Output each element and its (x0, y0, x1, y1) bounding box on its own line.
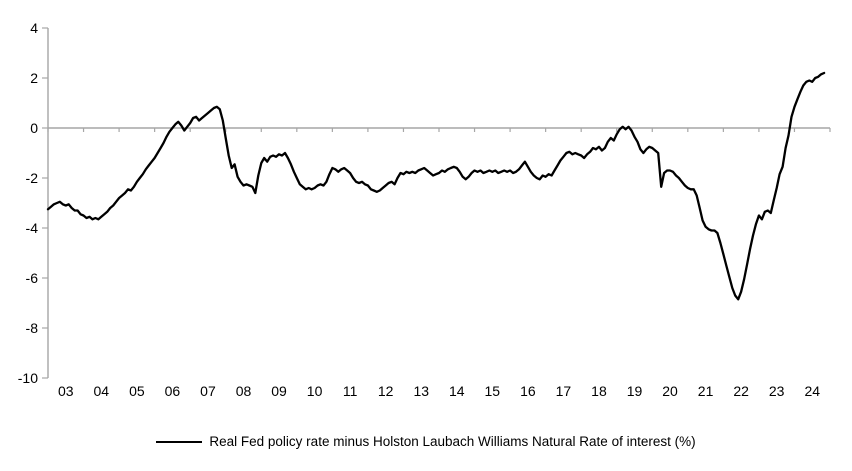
x-tick-label: 06 (165, 383, 181, 399)
y-tick-label: -8 (26, 320, 39, 336)
x-tick-label: 09 (271, 383, 287, 399)
x-tick-label: 20 (662, 383, 678, 399)
x-tick-label: 08 (236, 383, 252, 399)
x-tick-label: 03 (58, 383, 74, 399)
y-tick-label: 2 (30, 70, 38, 86)
x-tick-label: 16 (520, 383, 536, 399)
x-tick-label: 23 (769, 383, 785, 399)
x-tick-label: 14 (449, 383, 465, 399)
legend: Real Fed policy rate minus Holston Lauba… (0, 434, 852, 449)
x-tick-label: 24 (804, 383, 820, 399)
series-line (46, 71, 826, 301)
x-tick-label: 04 (94, 383, 110, 399)
x-tick-label: 15 (485, 383, 501, 399)
x-tick-label: 13 (413, 383, 429, 399)
x-tick-label: 10 (307, 383, 323, 399)
x-tick-label: 17 (556, 383, 572, 399)
x-tick-label: 12 (378, 383, 394, 399)
x-tick-label: 11 (343, 383, 358, 399)
x-tick-label: 05 (129, 383, 145, 399)
legend-label: Real Fed policy rate minus Holston Lauba… (209, 434, 696, 449)
y-tick-label: -6 (26, 270, 39, 286)
x-tick-label: 07 (200, 383, 216, 399)
legend-line-swatch (156, 440, 203, 443)
x-tick-label: 22 (733, 383, 749, 399)
y-tick-label: -4 (26, 220, 39, 236)
y-tick-label: -10 (18, 370, 38, 386)
y-tick-label: 4 (30, 20, 38, 36)
x-tick-label: 19 (627, 383, 643, 399)
y-tick-label: -2 (26, 170, 39, 186)
x-tick-label: 21 (698, 383, 714, 399)
x-tick-label: 18 (591, 383, 607, 399)
y-tick-label: 0 (30, 120, 38, 136)
